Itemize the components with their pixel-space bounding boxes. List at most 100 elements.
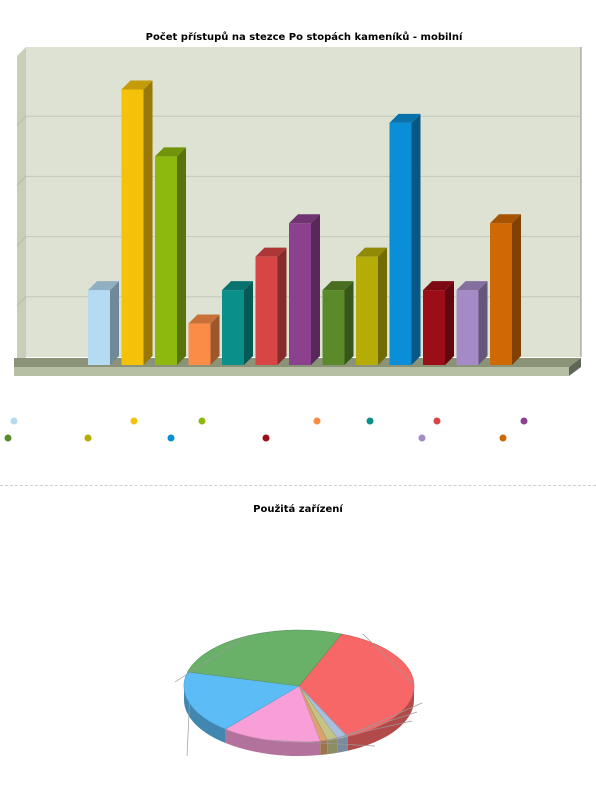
legend-marker [520,417,528,425]
gridline-side [16,236,27,246]
legend-item [313,417,321,425]
pie-leader-line [332,711,418,740]
bar [423,281,454,365]
bar-top [222,281,253,291]
bar-chart: Počet přístupů na stezce Po stopách kame… [4,30,582,442]
bar-side [344,281,354,365]
bar-side [210,314,220,365]
pie-leader-line [270,739,376,747]
bar-front [322,290,345,365]
bar-side [478,281,488,365]
bar-top [490,214,521,224]
legend-marker [433,417,441,425]
bar [121,80,153,365]
bar-side [445,281,454,365]
bar-front [255,256,278,365]
pie-chart-title: Použitá zařízení [253,503,343,515]
legend-marker [313,417,321,425]
bar-top [389,113,421,123]
legend-marker [499,434,507,442]
legend-marker [4,434,12,442]
legend-marker [262,434,270,442]
plot-floor-front [14,367,569,376]
legend-marker [130,417,138,425]
bar-front [188,323,211,365]
legend-item [520,417,528,425]
bar [255,247,287,365]
bar-top [356,247,387,257]
legend-item [433,417,441,425]
legend-item [167,434,175,442]
bar-front [88,290,110,365]
bar-top [155,147,186,157]
pie-slice-side [225,729,321,756]
pie-leader-line [362,633,415,685]
legend-item [10,417,18,425]
bar [88,281,119,365]
bar-front [456,290,479,365]
bar-chart-title: Počet přístupů na stezce Po stopách kame… [146,30,463,43]
bar-side [244,281,253,365]
bar [289,214,320,365]
legend-marker [418,434,426,442]
bar-top [255,247,287,257]
pie-leader-line [174,635,248,683]
pie-leader-line [323,720,413,742]
legend-marker [10,417,18,425]
pie-slice-side [347,686,414,751]
bar [356,247,387,365]
bar-front [490,223,512,365]
legend-item [84,434,92,442]
pie-slice-side [320,740,328,756]
bar [490,214,521,365]
bar-top [423,281,454,291]
bar [222,281,253,365]
bar-front [389,122,412,365]
bar [188,314,220,365]
bar-top [322,281,354,291]
bar-front [121,89,144,365]
bar-side [378,247,387,365]
bar-front [289,223,311,365]
plot-floor-side [569,358,581,376]
bar-side [512,214,521,365]
legend-marker [198,417,206,425]
pie-slice [183,671,300,730]
bar-front [423,290,445,365]
bar-front [155,156,177,365]
bar [389,113,421,365]
bar-side [411,113,421,365]
legend-marker [84,434,92,442]
legend-item [198,417,206,425]
bar-top [121,80,153,90]
pie-chart: Použitá zařízení [174,503,423,757]
bar-front [356,256,378,365]
gridline-side [16,296,27,307]
bar [456,281,488,365]
bar-top [88,281,119,291]
pie-slice-side [327,738,338,755]
section-divider [0,485,596,486]
pie-slice [187,629,343,687]
bar [322,281,354,365]
pie-slice [298,633,415,738]
legend-marker [167,434,175,442]
bar-side [143,80,153,365]
bar-side [277,247,287,365]
bar-side [177,147,186,365]
bar [155,147,186,365]
bar-top [456,281,488,291]
bar-side [311,214,320,365]
gridline-side [16,115,27,126]
bar-front [222,290,244,365]
bar-top [188,314,220,324]
legend-item [262,434,270,442]
legend-marker [366,417,374,425]
bar-side [110,281,119,365]
pie-leader-line [186,703,190,757]
legend-item [130,417,138,425]
pie-slice-side [184,686,226,744]
legend-item [499,434,507,442]
legend-item [366,417,374,425]
